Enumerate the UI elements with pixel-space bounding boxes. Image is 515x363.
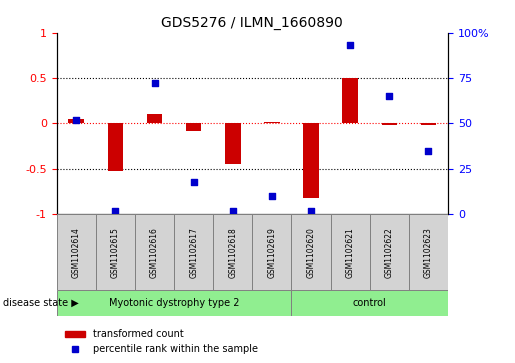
Bar [57,214,96,290]
Bar [291,214,331,290]
Bar [291,290,448,316]
Text: GSM1102618: GSM1102618 [228,227,237,278]
Bar [68,119,84,123]
Bar [331,214,370,290]
Bar [303,123,319,198]
Bar [96,214,135,290]
Point [229,208,237,213]
Bar [147,114,162,123]
Bar [370,214,409,290]
Text: GSM1102619: GSM1102619 [267,227,277,278]
Bar [174,214,213,290]
Point [72,117,80,123]
Point [385,93,393,99]
Text: GSM1102620: GSM1102620 [306,227,316,278]
Text: GSM1102615: GSM1102615 [111,227,120,278]
Text: GSM1102617: GSM1102617 [189,227,198,278]
Bar [57,290,291,316]
Text: GSM1102623: GSM1102623 [424,227,433,278]
Text: Myotonic dystrophy type 2: Myotonic dystrophy type 2 [109,298,239,308]
Text: GSM1102616: GSM1102616 [150,227,159,278]
Bar [382,123,397,125]
Bar [409,214,448,290]
Bar [421,123,436,125]
Point [150,81,159,86]
Title: GDS5276 / ILMN_1660890: GDS5276 / ILMN_1660890 [162,16,343,30]
Legend: transformed count, percentile rank within the sample: transformed count, percentile rank withi… [61,326,262,358]
Point [190,179,198,184]
Text: GSM1102622: GSM1102622 [385,227,394,278]
Bar [264,122,280,123]
Point [346,42,354,48]
Text: GSM1102621: GSM1102621 [346,227,355,278]
Bar [213,214,252,290]
Point [307,208,315,213]
Bar [186,123,201,131]
Bar [108,123,123,171]
Bar [225,123,241,164]
Point [424,148,433,154]
Text: disease state ▶: disease state ▶ [3,298,78,308]
Point [111,208,119,213]
Bar [252,214,291,290]
Text: GSM1102614: GSM1102614 [72,227,81,278]
Bar [135,214,174,290]
Bar [342,78,358,123]
Point [268,193,276,199]
Text: control: control [353,298,387,308]
